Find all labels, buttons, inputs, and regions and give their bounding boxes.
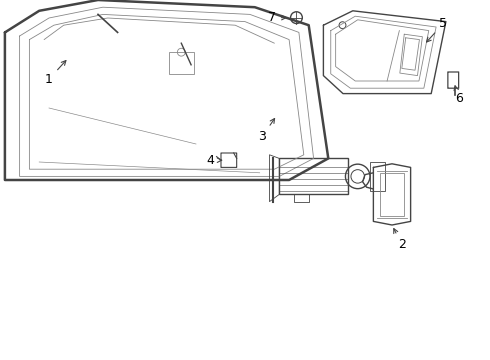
Bar — [370, 162, 385, 191]
Text: 3: 3 — [258, 118, 274, 143]
Text: 4: 4 — [207, 154, 221, 167]
Bar — [279, 158, 348, 194]
Text: 5: 5 — [427, 17, 447, 42]
Text: 7: 7 — [268, 11, 286, 24]
Bar — [169, 52, 194, 74]
Text: 2: 2 — [394, 229, 406, 251]
Text: 1: 1 — [45, 60, 66, 86]
Text: 6: 6 — [454, 86, 463, 105]
Bar — [380, 173, 404, 216]
